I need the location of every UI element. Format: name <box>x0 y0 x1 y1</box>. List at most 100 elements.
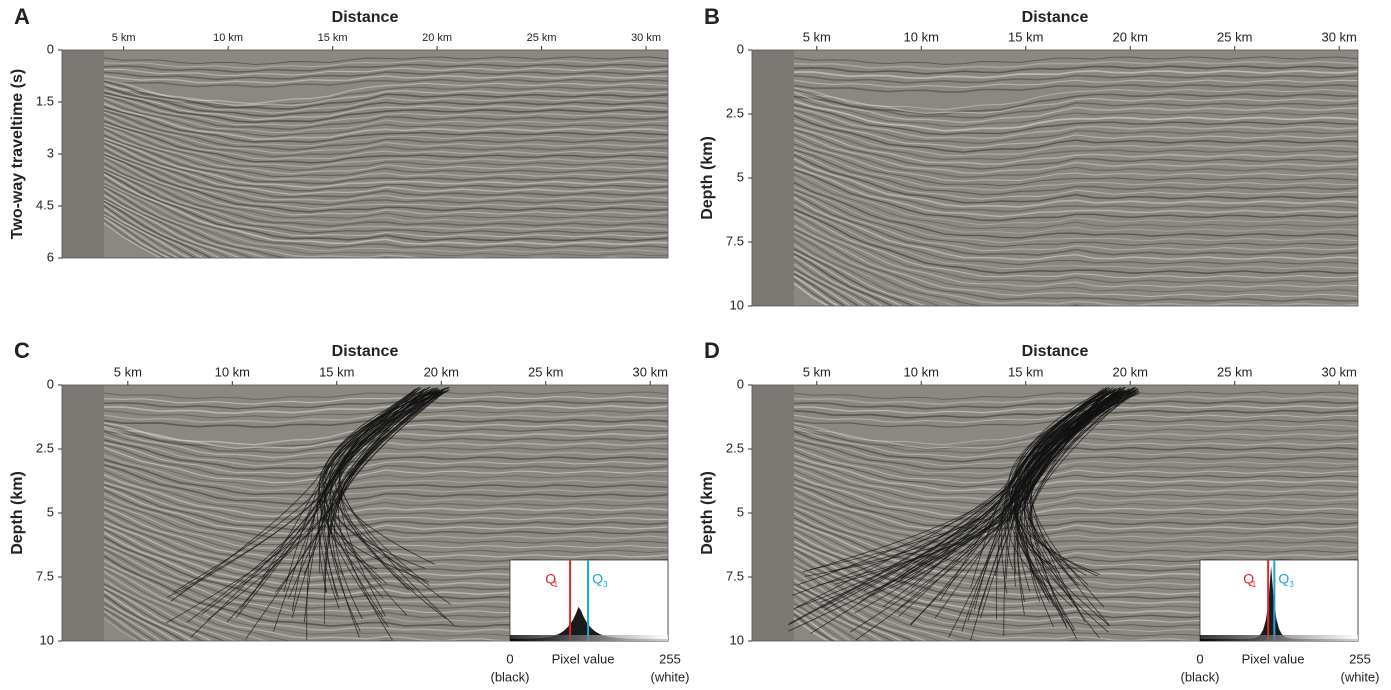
reflector <box>103 462 668 500</box>
seismic-image <box>62 50 668 258</box>
reflector <box>793 473 1358 517</box>
reflector <box>793 131 1358 174</box>
reflector <box>793 252 895 306</box>
fault-stick <box>319 391 437 583</box>
y-title: Two-way traveltime (s) <box>9 69 26 239</box>
image-margin <box>752 50 794 306</box>
x-title: Distance <box>1022 9 1089 26</box>
inset-left-note: (black) <box>490 669 529 684</box>
reflector <box>103 585 214 641</box>
x-title: Distance <box>1022 343 1089 360</box>
reflector <box>793 92 1358 124</box>
reflector <box>793 104 1358 136</box>
reflector <box>793 493 1358 543</box>
reflector <box>793 236 958 306</box>
reflector <box>103 126 668 175</box>
reflector <box>103 128 668 178</box>
reflector <box>103 117 668 160</box>
reflector <box>793 69 1358 80</box>
reflector <box>103 583 226 641</box>
grayscale-bar <box>1200 635 1358 641</box>
inset-tick-label: 255 <box>659 651 681 666</box>
reflector <box>793 585 904 641</box>
reflector <box>793 459 1358 496</box>
q3-sub: 3 <box>1289 580 1294 589</box>
inset-right-note: (white) <box>650 669 689 684</box>
y-tick-label: 10 <box>40 632 54 647</box>
reflector <box>103 80 668 110</box>
x-tick-label: 25 km <box>1217 364 1252 379</box>
reflector <box>793 435 1358 467</box>
reflector <box>793 506 1358 561</box>
y-tick-label: 5 <box>47 504 54 519</box>
reflector <box>103 140 668 196</box>
panel-letter: B <box>704 4 720 29</box>
x-tick-label: 30 km <box>1321 29 1356 44</box>
reflector <box>103 94 668 127</box>
reflector <box>793 205 1358 270</box>
reflector <box>793 100 1358 132</box>
reflector <box>793 143 1358 187</box>
reflector <box>103 473 668 517</box>
image-margin <box>752 385 794 641</box>
reflector <box>793 201 1358 266</box>
reflector <box>793 106 1358 140</box>
x-tick-label: 15 km <box>318 32 348 44</box>
reflector <box>103 442 668 475</box>
reflector <box>793 233 1088 306</box>
reflector <box>793 115 1358 153</box>
grayscale-bar <box>510 635 668 641</box>
reflector <box>103 139 668 192</box>
reflector <box>103 575 251 641</box>
reflector <box>793 400 1358 410</box>
reflector <box>793 93 1358 116</box>
panel-letter: C <box>14 338 30 363</box>
fault-stick <box>1013 389 1107 587</box>
reflector <box>103 444 668 480</box>
reflector <box>103 113 668 158</box>
reflector <box>103 71 668 81</box>
x-tick-label: 5 km <box>803 364 831 379</box>
inset-tick-label: 255 <box>1349 651 1371 666</box>
image-bg <box>62 50 668 258</box>
y-tick-label: 5 <box>737 504 744 519</box>
reflector <box>793 439 1358 471</box>
reflector <box>793 216 1358 288</box>
reflector <box>103 469 668 514</box>
reflector <box>793 588 895 641</box>
y-tick-label: 2.5 <box>36 440 54 455</box>
x-tick-label: 5 km <box>112 32 136 44</box>
image-margin <box>62 50 104 258</box>
q1-sub: 1 <box>1252 580 1257 589</box>
inset-x-title: Pixel value <box>1242 651 1305 666</box>
q3-sub: 3 <box>603 580 608 589</box>
panel-letter: D <box>704 338 720 363</box>
reflector <box>103 78 668 88</box>
reflector <box>103 400 668 410</box>
reflector <box>103 450 668 488</box>
reflector <box>793 574 941 641</box>
reflector <box>103 493 668 543</box>
reflector <box>793 501 1358 553</box>
reflector <box>793 151 1358 200</box>
reflector <box>793 158 1358 208</box>
reflector <box>103 95 668 131</box>
inset-bg <box>1199 559 1359 642</box>
reflector <box>103 79 668 107</box>
reflector <box>793 446 1358 484</box>
reflector <box>793 88 1358 111</box>
reflector <box>103 431 668 463</box>
seismic-image <box>752 50 1358 306</box>
reflector <box>103 571 269 641</box>
reflector <box>793 111 1358 149</box>
fault-stick <box>288 389 440 599</box>
reflector <box>103 180 668 253</box>
seismic-image <box>62 385 668 641</box>
reflector <box>793 464 1358 505</box>
reflector <box>103 155 668 216</box>
reflector <box>793 430 1358 463</box>
fault-stick <box>855 390 1122 641</box>
reflector <box>103 97 668 134</box>
reflector <box>103 435 668 467</box>
fault-stick <box>910 386 1110 590</box>
